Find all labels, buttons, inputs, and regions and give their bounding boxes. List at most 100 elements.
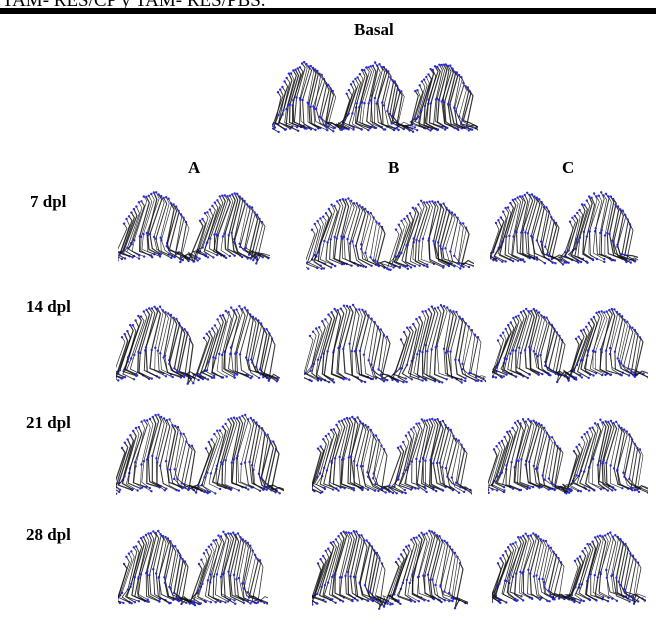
joint-marker: [143, 419, 146, 422]
joint-marker: [433, 531, 436, 534]
joint-marker: [397, 557, 400, 560]
joint-marker: [397, 599, 400, 602]
joint-marker: [604, 534, 607, 537]
joint-marker: [575, 445, 578, 449]
joint-marker: [582, 328, 585, 331]
joint-marker: [594, 227, 597, 230]
joint-marker: [246, 591, 250, 594]
joint-marker: [628, 325, 631, 328]
joint-marker: [371, 64, 375, 67]
joint-marker: [258, 559, 262, 562]
joint-marker: [431, 578, 434, 581]
joint-marker: [214, 357, 217, 360]
joint-marker: [548, 600, 551, 603]
joint-marker: [567, 249, 570, 252]
joint-marker: [223, 194, 226, 197]
joint-marker: [605, 568, 608, 572]
joint-marker: [188, 338, 192, 341]
joint-marker: [444, 424, 447, 427]
joint-marker: [386, 109, 389, 113]
joint-marker: [164, 460, 168, 463]
gait-stick-line: [302, 66, 316, 131]
joint-marker: [216, 429, 219, 432]
joint-marker: [310, 379, 313, 383]
joint-marker: [533, 195, 536, 198]
joint-marker: [442, 347, 446, 350]
joint-marker: [333, 126, 337, 129]
joint-marker: [559, 561, 563, 564]
joint-marker: [513, 466, 516, 469]
joint-marker: [391, 602, 394, 606]
joint-marker: [605, 576, 609, 579]
joint-marker: [578, 236, 582, 239]
joint-marker: [451, 67, 454, 70]
joint-marker: [480, 379, 483, 383]
joint-marker: [148, 486, 151, 490]
joint-marker: [117, 379, 120, 382]
joint-marker: [510, 461, 513, 464]
joint-marker: [403, 488, 406, 492]
joint-marker: [369, 99, 373, 102]
joint-marker: [210, 438, 213, 441]
joint-marker: [430, 305, 433, 308]
joint-marker: [386, 379, 389, 382]
joint-marker: [606, 489, 610, 492]
joint-marker: [260, 220, 264, 224]
gait-stick-line: [118, 218, 130, 261]
joint-marker: [497, 219, 500, 222]
joint-marker: [515, 230, 518, 234]
joint-marker: [330, 460, 333, 463]
joint-marker: [603, 258, 606, 261]
joint-marker: [209, 237, 212, 240]
joint-marker: [161, 534, 165, 538]
joint-marker: [460, 75, 463, 79]
joint-marker: [454, 358, 457, 361]
joint-marker: [427, 98, 430, 101]
joint-marker: [444, 63, 448, 66]
joint-marker: [144, 346, 148, 349]
joint-marker: [212, 376, 216, 379]
joint-marker: [424, 344, 428, 347]
joint-marker: [168, 249, 171, 252]
joint-marker: [370, 363, 373, 366]
joint-marker: [457, 491, 461, 494]
joint-marker: [327, 380, 331, 384]
joint-marker: [601, 462, 604, 465]
joint-marker: [609, 419, 613, 423]
joint-marker: [418, 316, 421, 319]
gait-stick-line: [470, 334, 486, 382]
joint-marker: [591, 457, 595, 461]
joint-marker: [426, 573, 430, 576]
panel-a-14dpl-figure: [116, 305, 280, 385]
joint-marker: [457, 128, 460, 132]
joint-marker: [453, 607, 457, 610]
joint-marker: [616, 468, 619, 471]
gait-stick-line: [304, 335, 314, 381]
joint-marker: [145, 308, 148, 311]
joint-marker: [524, 532, 527, 535]
joint-marker: [537, 311, 541, 314]
joint-marker: [312, 603, 313, 606]
joint-marker: [593, 574, 596, 577]
joint-marker: [523, 260, 526, 263]
joint-marker: [336, 200, 339, 203]
joint-marker: [453, 107, 456, 110]
joint-marker: [345, 377, 348, 380]
joint-marker: [498, 441, 501, 445]
joint-marker: [438, 63, 441, 66]
joint-marker: [534, 533, 537, 536]
joint-marker: [118, 369, 122, 372]
joint-marker: [452, 434, 455, 438]
joint-marker: [256, 601, 260, 604]
joint-marker: [206, 211, 209, 214]
joint-marker: [578, 208, 581, 212]
joint-marker: [203, 476, 206, 479]
joint-marker: [251, 361, 254, 364]
panel-c-21dpl-figure: [488, 418, 648, 495]
joint-marker: [638, 448, 642, 451]
joint-marker: [123, 475, 126, 478]
joint-marker: [227, 234, 230, 237]
joint-marker: [530, 193, 534, 196]
joint-marker: [126, 438, 129, 441]
joint-marker: [616, 205, 620, 208]
